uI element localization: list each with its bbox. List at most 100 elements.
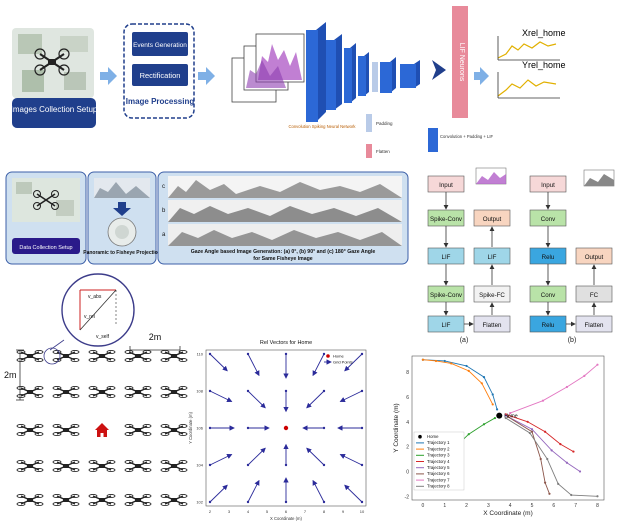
chart2-legend-entry: Trajectory 4	[427, 459, 450, 464]
gaze-letter-a: a	[162, 232, 166, 238]
chart2-home-point	[496, 412, 503, 419]
chart1-vector	[209, 484, 228, 503]
chart2-trajectory-point	[465, 364, 468, 368]
chart2-trajectory-line	[505, 417, 598, 497]
gaze-caption-1: Gaze Angle based Image Generation: (a) 0…	[191, 249, 376, 255]
chart2-trajectory-point	[504, 414, 507, 417]
chart1-grid-point	[322, 352, 326, 356]
v-abs-label: v_abs	[88, 294, 102, 300]
conv-legend-swatch	[428, 128, 438, 152]
arch-b-right-label: FC	[590, 292, 599, 299]
distance-h-label: 2m	[149, 332, 162, 342]
drone-icon	[160, 349, 188, 363]
drone-icon	[88, 459, 116, 473]
chart1-vector	[339, 454, 363, 466]
drone-icon	[34, 48, 70, 76]
arrow-1	[100, 67, 117, 85]
chart2-trajectory-point	[491, 393, 494, 396]
chart2-trajectory-point	[482, 376, 486, 379]
arch-a-right-block	[473, 315, 511, 333]
event-images-stack	[231, 33, 305, 103]
chart2-trajectory-point	[493, 416, 497, 420]
chart2-trajectory-point	[543, 481, 547, 484]
drone-icon	[124, 349, 152, 363]
chart1-xtick: 10	[360, 509, 365, 514]
chart1-ylabel: Y Coordinate (m)	[188, 411, 193, 443]
chart1-xtick: 9	[342, 509, 345, 514]
chart1-title: Rel Vectors for Home	[260, 340, 312, 346]
rectification-label: Rectification	[140, 71, 181, 80]
chart2-trajectory-line	[422, 359, 498, 410]
chart1-xtick: 4	[247, 509, 250, 514]
chart2-legend-entry: Trajectory 3	[427, 453, 450, 458]
chart2-trajectory-point	[450, 362, 453, 365]
chart2-xtick: 6	[552, 503, 555, 509]
chart1-xtick: 8	[323, 509, 326, 514]
chart2-xlabel: X Coordinate (m)	[483, 510, 533, 517]
chart2-trajectory-point	[541, 399, 545, 402]
chart1-grid-point	[360, 463, 364, 467]
chart2-xtick: 4	[509, 503, 512, 509]
arch-a-right-label: Output	[483, 216, 502, 223]
events-generation-label: Events Generation	[133, 42, 187, 49]
drone-icon	[160, 385, 188, 399]
chart1-vector	[247, 353, 260, 377]
chart1-grid-point	[208, 500, 212, 504]
lif-neurons-label: LIF Neurons	[458, 43, 465, 82]
output-x-signal	[497, 41, 557, 59]
chart2-trajectory-point	[443, 359, 446, 363]
chart2-xtick: 3	[487, 503, 490, 509]
arch-a-left-label: LIF	[442, 254, 451, 261]
arch-a-right-label: LIF	[488, 254, 497, 261]
images-collection-box	[12, 98, 96, 128]
chart2-trajectory-point	[583, 374, 586, 377]
chart2-xtick: 7	[574, 503, 577, 509]
chart1-ytick: 110	[197, 352, 204, 357]
arch-b-right-label: Flatten	[585, 322, 604, 329]
chart1-vector	[306, 390, 325, 409]
gaze-letter-b: b	[162, 208, 166, 214]
chart2-trajectory-point	[550, 449, 553, 452]
chart2-ytick: -2	[405, 494, 410, 500]
processing-dashed-box	[123, 23, 195, 119]
chart1-legend-home-marker	[326, 354, 330, 358]
arch-a-right-block	[473, 209, 511, 227]
chart1-grid-point	[322, 500, 326, 504]
chart1-vector	[312, 479, 325, 503]
chart1-grid-point	[208, 389, 212, 393]
chart2-trajectory-line	[422, 359, 494, 405]
chart2-ylabel: Y Coordinate (m)	[393, 403, 400, 452]
chart1-ytick: 102	[196, 500, 203, 505]
chart1-xtick: 2	[209, 509, 212, 514]
chart1-grid-point	[246, 426, 250, 430]
chart1-grid-point	[208, 352, 212, 356]
drone-icon	[88, 385, 116, 399]
chart2-legend-entry: Trajectory 6	[427, 471, 450, 476]
chart1-grid-point	[322, 463, 326, 467]
chart2-trajectory-point	[565, 385, 569, 389]
chart2-legend-entry: Trajectory 8	[427, 484, 450, 489]
chart2-trajectory-point	[482, 423, 486, 426]
output-x-label: Xrel_home	[522, 28, 566, 38]
trajectory-chart: 0 1 2 3 4 5 6 7 8 -2 0 2 4 6 8 X Coordinate (m) Y Coordi…	[393, 355, 605, 517]
arch-b-right-block	[575, 285, 613, 303]
drone-grid	[16, 349, 188, 507]
chart2-trajectory-point	[509, 412, 512, 415]
arrow-3	[432, 60, 446, 80]
gaze-letter-c: c	[162, 184, 165, 190]
chart2-trajectory-point	[504, 416, 507, 420]
images-collection-label: Images Collection Setup	[11, 105, 98, 114]
chart1-vector	[339, 390, 363, 402]
arch-b-label: (b)	[568, 337, 577, 344]
chart1-xtick: 6	[285, 509, 288, 514]
chart1-home-point	[283, 425, 289, 431]
chart1-vector	[209, 454, 233, 466]
drone-icon	[88, 493, 116, 507]
chart2-ytick: 4	[406, 420, 409, 426]
chart2-trajectory-point	[434, 359, 438, 363]
arch-a-right-block	[473, 247, 511, 265]
cnn-layers	[306, 22, 420, 122]
arch-a-right-label: Flatten	[483, 322, 502, 329]
chart1-ytick: 104	[196, 463, 203, 468]
